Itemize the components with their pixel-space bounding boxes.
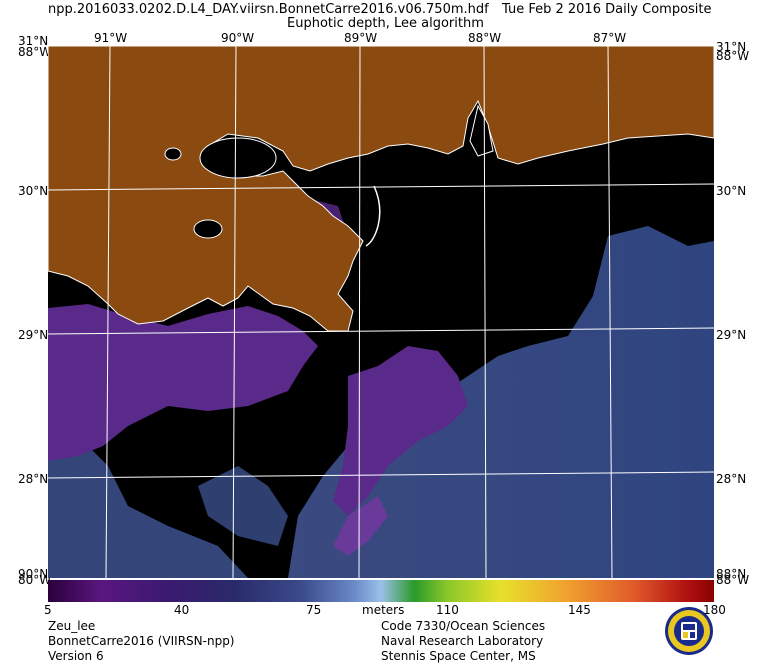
footer-dataset: BonnetCarre2016 (VIIRSN-npp) [48, 634, 235, 648]
product-title: Euphotic depth, Lee algorithm [287, 16, 484, 31]
lat-label-30n-left: 30°N [18, 184, 49, 198]
lat-label-28n-left: 28°N [18, 472, 49, 486]
corner-bottom-left-lat: 90°N [18, 567, 49, 581]
footer-version: Version 6 [48, 649, 104, 663]
lake-maurepas [164, 147, 182, 161]
lat-label-29n-right: 29°N [716, 328, 747, 342]
colorbar-tick-40: 40 [174, 603, 190, 617]
corner-bottom-left-lon: 80°W [18, 573, 52, 587]
lake-salvador [193, 219, 223, 239]
colorbar-tick-5: 5 [44, 603, 52, 617]
chandeleur-islands [365, 185, 381, 247]
corner-top-right-lat: 31°N [716, 40, 747, 54]
lat-label-29n-left: 29°N [18, 328, 49, 342]
corner-top-right-lon: 88°W [716, 49, 750, 63]
footer-product-id: Zeu_lee [48, 619, 96, 633]
composite-date-title: Tue Feb 2 2016 Daily Composite [502, 2, 712, 17]
colorbar-tick-75: 75 [306, 603, 322, 617]
lon-label-91w: 91°W [94, 31, 128, 45]
deep-water-central [198, 466, 288, 546]
colorbar [48, 580, 714, 602]
lon-label-89w: 89°W [344, 31, 378, 45]
file-name-title: npp.2016033.0202.D.L4_DAY.viirsn.BonnetC… [48, 2, 489, 17]
footer-location: Stennis Space Center, MS [381, 649, 536, 663]
corner-top-left-lat: 31°N [18, 34, 49, 48]
footer-code: Code 7330/Ocean Sciences [381, 619, 546, 633]
footer-lab: Naval Research Laboratory [381, 634, 544, 648]
corner-top-left-lon: 88°W [18, 45, 52, 59]
corner-bottom-right-lon: 88°W [716, 573, 750, 587]
deep-water-west [48, 436, 248, 578]
lat-label-28n-right: 28°N [716, 472, 747, 486]
graticule [48, 46, 714, 578]
colorbar-tick-180: 180 [703, 603, 726, 617]
euphotic-depth-map [48, 46, 714, 578]
lat-label-30n-right: 30°N [716, 184, 747, 198]
colorbar-tick-145: 145 [568, 603, 591, 617]
lake-pontchartrain [199, 137, 277, 179]
lon-label-88w: 88°W [468, 31, 502, 45]
corner-bottom-right-lat: 88°N [716, 567, 747, 581]
mobile-bay [469, 104, 494, 157]
shallow-plume-delta [333, 346, 468, 516]
colorbar-tick-110: 110 [436, 603, 459, 617]
nrl-seal-logo [665, 607, 713, 655]
shallow-plume-south [333, 496, 388, 556]
lon-label-90w: 90°W [221, 31, 255, 45]
deep-water-east [288, 226, 714, 578]
shallow-plume-shelf [48, 304, 318, 461]
colorbar-unit: meters [362, 603, 405, 617]
lon-label-87w: 87°W [593, 31, 627, 45]
